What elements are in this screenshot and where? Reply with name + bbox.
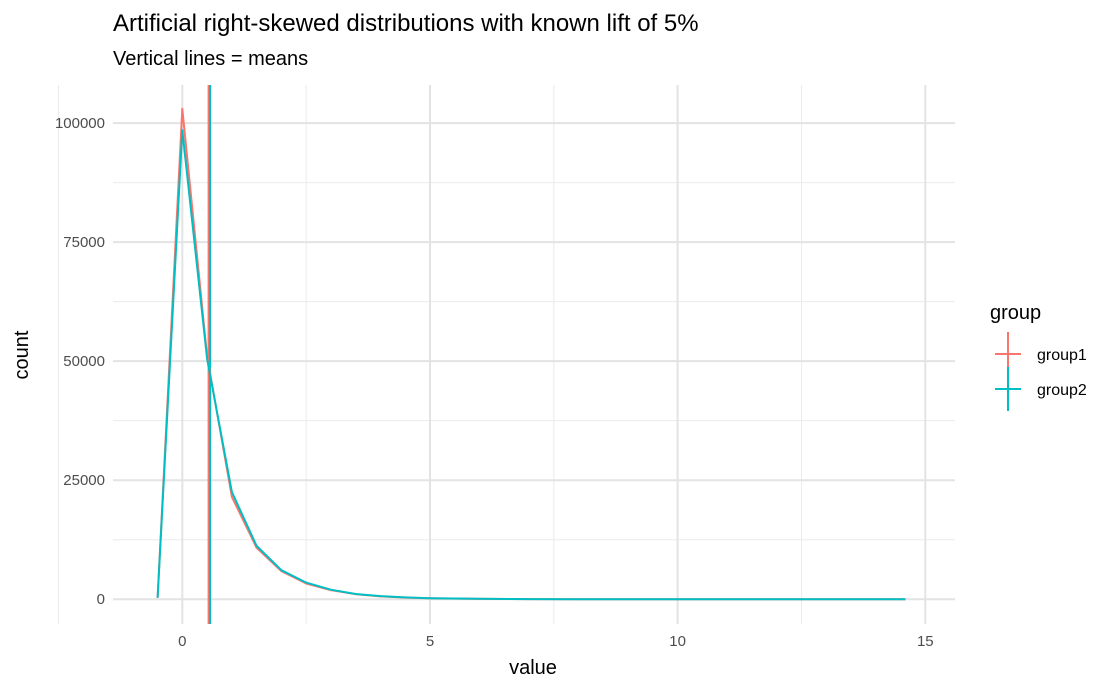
y-tick-label: 25000 (63, 472, 105, 489)
y-tick-label: 100000 (55, 115, 105, 132)
x-axis-ticks: 0 5 10 15 (178, 633, 933, 650)
x-tick-label: 0 (178, 633, 186, 650)
y-axis-ticks: 0 25000 50000 75000 100000 (55, 115, 105, 608)
legend-label-group2: group2 (1037, 382, 1087, 399)
legend: group group1 group2 (990, 302, 1087, 411)
x-tick-label: 15 (917, 633, 934, 650)
x-tick-label: 5 (426, 633, 434, 650)
y-tick-label: 0 (97, 591, 105, 608)
x-axis-label: value (509, 657, 557, 679)
legend-title: group (990, 302, 1041, 324)
grid-lines (58, 85, 955, 624)
series-lines (156, 107, 906, 601)
x-tick-label: 10 (669, 633, 686, 650)
y-axis-label: count (11, 330, 33, 379)
chart-subtitle: Vertical lines = means (113, 48, 308, 70)
legend-label-group1: group1 (1037, 347, 1087, 364)
series-line-group2 (156, 129, 906, 601)
mean-lines (207, 85, 212, 624)
y-tick-label: 75000 (63, 234, 105, 251)
chart-title: Artificial right-skewed distributions wi… (113, 10, 699, 37)
legend-item-group2: group2 (995, 367, 1087, 411)
y-tick-label: 50000 (63, 353, 105, 370)
